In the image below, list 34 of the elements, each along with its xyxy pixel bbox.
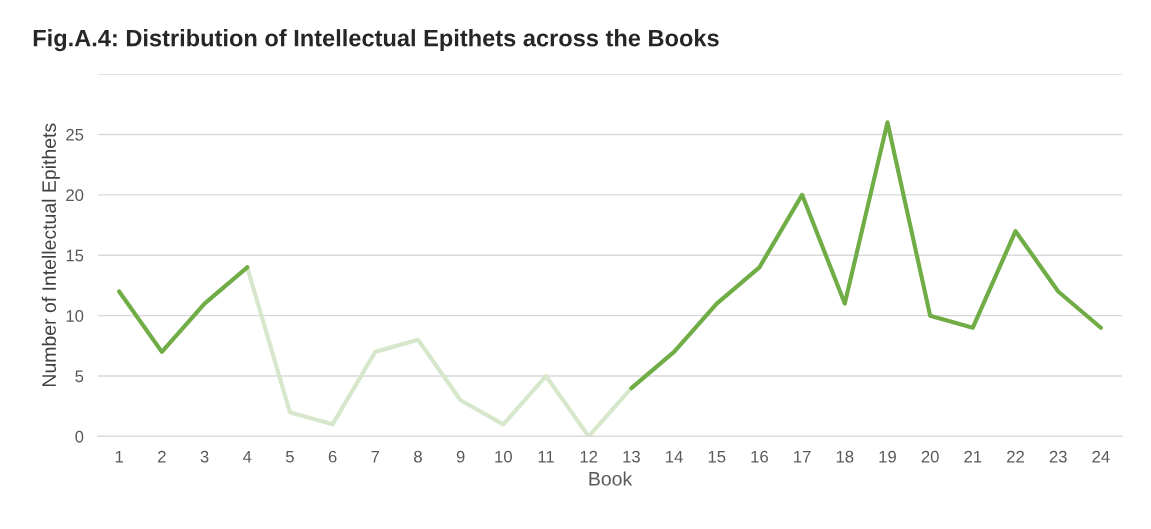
x-tick-label: 7 [371, 450, 380, 463]
x-tick-label: 20 [921, 450, 939, 463]
x-tick-label: 10 [495, 450, 512, 463]
y-axis-title: Number of Intellectual Epithets [41, 123, 60, 387]
x-tick-label: 22 [1007, 450, 1024, 463]
x-tick-label: 15 [708, 450, 726, 463]
x-tick-label: 23 [1049, 450, 1067, 463]
x-axis-title: Book [589, 471, 633, 486]
x-tick-label: 2 [158, 450, 166, 463]
x-tick-label: 14 [666, 450, 683, 463]
x-tick-label: 12 [580, 450, 598, 463]
line-series [245, 265, 634, 437]
y-tick-label: 25 [66, 128, 84, 141]
y-tick-label: 5 [75, 370, 84, 383]
x-tick-label: 17 [794, 450, 811, 463]
x-tick-label: 24 [1092, 450, 1110, 463]
y-tick-label: 20 [66, 189, 84, 202]
x-tick-label: 18 [836, 450, 854, 463]
chart-title: Fig.A.4: Distribution of Intellectual Epithets across the Books [33, 29, 719, 52]
x-tick-label: 8 [414, 450, 422, 463]
x-tick-label: 13 [623, 450, 640, 463]
y-tick-label: 10 [66, 310, 84, 322]
x-tick-label: 16 [751, 450, 768, 463]
x-tick-label: 3 [200, 450, 209, 463]
x-tick-label: 21 [964, 450, 982, 463]
x-tick-label: 1 [115, 450, 123, 463]
x-tick-label: 5 [285, 450, 294, 463]
x-tick-label: 4 [242, 450, 252, 463]
x-tick-label: 11 [538, 450, 554, 463]
x-tick-label: 9 [456, 450, 465, 463]
x-tick-label: 19 [879, 450, 896, 463]
y-tick-label: 0 [75, 430, 84, 443]
y-tick-label: 15 [66, 249, 84, 262]
x-tick-label: 6 [328, 450, 337, 463]
